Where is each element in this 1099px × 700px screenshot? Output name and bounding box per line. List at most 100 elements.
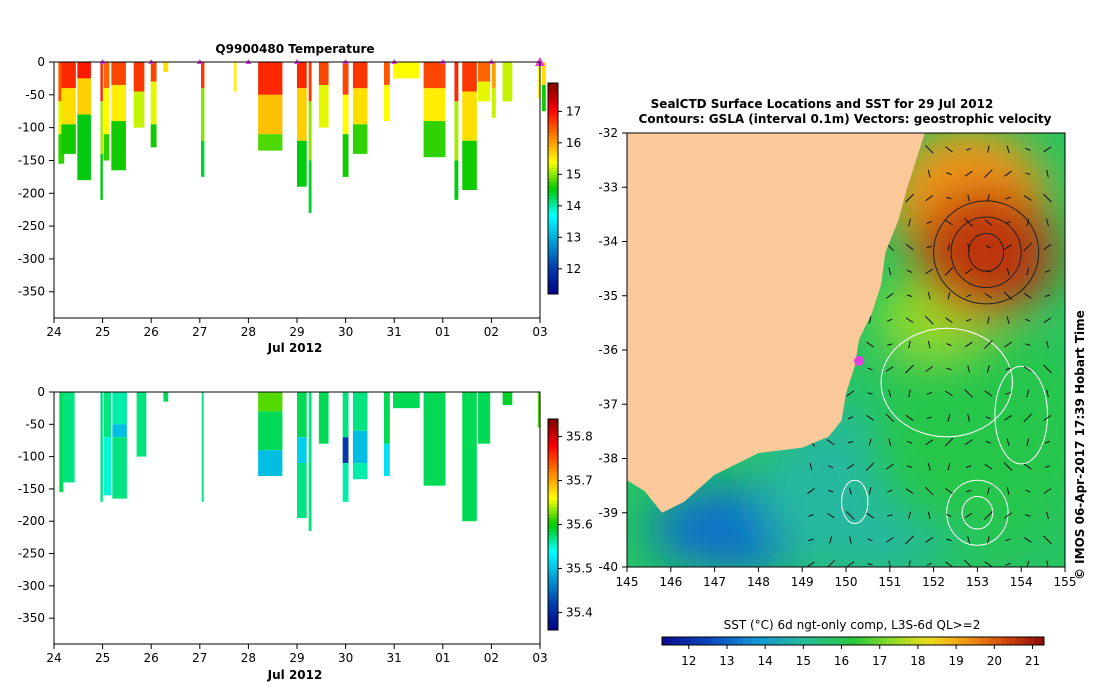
velocity-vector	[946, 513, 952, 517]
colorbar-band	[548, 216, 558, 221]
colorbar-band	[548, 248, 558, 253]
colorbar-band	[548, 461, 558, 466]
colorbar-tick-label: 16	[834, 654, 849, 668]
velocity-vector	[1043, 146, 1052, 153]
gsla-contour	[841, 479, 869, 525]
colorbar-band	[685, 637, 692, 645]
velocity-vector	[1025, 489, 1031, 493]
colorbar-band	[548, 160, 558, 165]
velocity-vector	[1044, 269, 1051, 273]
velocity-vector	[986, 316, 990, 324]
colorbar-band	[548, 121, 558, 126]
colorbar-tick-label: 18	[910, 654, 925, 668]
colorbar-band	[548, 503, 558, 508]
colorbar-band	[819, 637, 825, 645]
profile-cell	[383, 443, 390, 476]
ctd-location-marker	[854, 355, 865, 366]
colorbar-band	[962, 637, 969, 645]
velocity-vector	[967, 536, 971, 544]
sst-colorbar: 12 13 14 15 16 17 18 19 20 21	[661, 636, 1045, 668]
colorbar-tick-label: 35.6	[566, 518, 593, 532]
colorbar-band	[548, 454, 558, 459]
profile-cell	[111, 121, 126, 171]
colorbar-band	[548, 450, 558, 455]
velocity-vector	[828, 465, 834, 469]
profile-cell	[342, 463, 349, 502]
colorbar-tick-label: 35.8	[566, 430, 593, 444]
colorbar-band	[548, 227, 558, 232]
velocity-vector	[827, 489, 834, 493]
profile-cell	[150, 81, 157, 125]
gsla-contours	[841, 200, 1048, 546]
colorbar-band	[548, 244, 558, 249]
colorbar-band	[700, 637, 706, 645]
profile-cell	[423, 392, 446, 486]
y-tick-label: -150	[18, 153, 45, 167]
colorbar-band	[814, 637, 821, 645]
colorbar-band	[548, 156, 558, 161]
colorbar-band	[548, 542, 558, 547]
velocity-vector	[925, 268, 934, 275]
colorbar-band	[771, 637, 778, 645]
velocity-vector	[947, 462, 951, 471]
colorbar-band	[666, 637, 673, 645]
velocity-vector	[927, 169, 931, 178]
profile-cell	[491, 62, 496, 89]
velocity-vector	[1046, 170, 1049, 178]
colorbar-band	[824, 637, 830, 645]
profile-cell	[112, 424, 127, 438]
colorbar-band	[938, 637, 945, 645]
colorbar-band	[1034, 637, 1040, 645]
velocity-vector	[1004, 244, 1012, 250]
velocity-vector	[985, 440, 992, 444]
colorbar-band	[548, 255, 558, 260]
x-tick-label: 26	[144, 325, 159, 339]
colorbar-band	[719, 637, 725, 645]
colorbar-band	[548, 513, 558, 518]
colorbar-band	[843, 637, 849, 645]
colorbar-tick-label: 13	[719, 654, 734, 668]
velocity-vector	[944, 488, 953, 495]
profile-cell	[454, 160, 459, 200]
colorbar-frame	[547, 82, 559, 295]
velocity-vector	[905, 243, 914, 250]
velocity-vector	[964, 341, 973, 348]
x-tick-label: 29	[289, 325, 304, 339]
velocity-vector	[888, 267, 892, 276]
velocity-vector	[1004, 170, 1012, 177]
colorbar-band	[681, 637, 687, 645]
profile-cell	[297, 392, 307, 438]
colorbar-band	[548, 499, 558, 504]
colorbar-band	[548, 549, 558, 554]
colorbar-band	[548, 545, 558, 550]
velocity-vector	[983, 169, 993, 179]
ctd-surface-location	[854, 355, 865, 366]
colorbar-band	[548, 258, 558, 263]
velocity-vector	[905, 414, 914, 421]
velocity-vector	[927, 340, 931, 349]
colorbar-band	[548, 426, 558, 431]
colorbar-band	[548, 464, 558, 469]
x-tick-label: 31	[387, 325, 402, 339]
colorbar-band	[548, 528, 558, 533]
velocity-vector	[847, 441, 854, 444]
colorbar-band	[786, 637, 792, 645]
velocity-vector	[849, 536, 852, 544]
x-tick-label: 03	[532, 325, 547, 339]
profile-cell	[111, 62, 126, 85]
profile-cell	[478, 62, 491, 82]
profile-cell	[541, 62, 546, 85]
velocity-vector	[1046, 218, 1049, 227]
colorbar-band	[972, 637, 978, 645]
velocity-vector	[1046, 511, 1049, 520]
velocity-vector	[925, 195, 934, 202]
gsla-contour	[880, 327, 1013, 438]
colorbar-band	[967, 637, 973, 645]
profile-cell	[352, 392, 368, 431]
velocity-vector	[1003, 291, 1013, 301]
colorbar-band	[915, 637, 921, 645]
profile-cell	[352, 88, 368, 125]
profile-cell	[163, 392, 169, 402]
x-tick-label: 28	[241, 651, 256, 665]
colorbar-band	[548, 234, 558, 239]
